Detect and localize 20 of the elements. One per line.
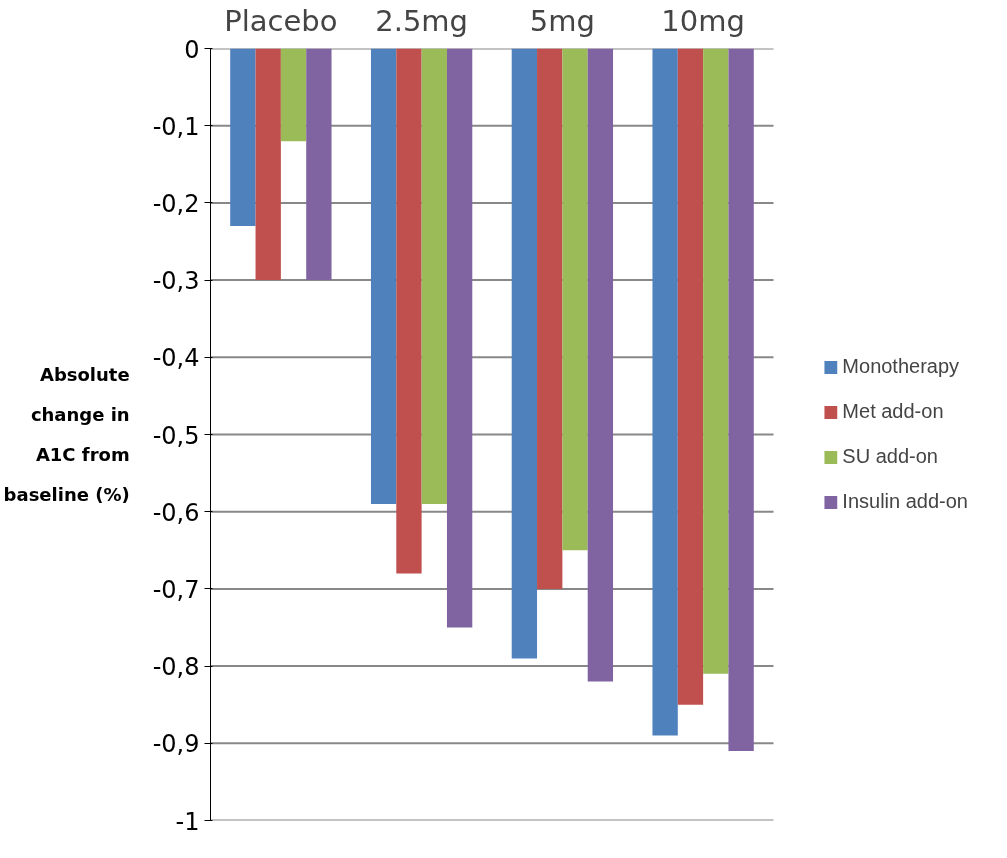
y-tick-label: -0,9 [152, 730, 200, 759]
x-tick-label: 10mg [661, 3, 745, 38]
y-tick-label: -0,7 [152, 575, 200, 604]
y-tick-label: -0,6 [152, 498, 200, 527]
x-tick-label: 5mg [529, 3, 595, 38]
y-axis-title: Absolute change in A1C from baseline (%) [3, 364, 130, 505]
y-tick-label: -0,3 [152, 267, 200, 296]
legend-label: SU add-on [842, 445, 938, 468]
x-tick-label: 2.5mg [375, 3, 469, 38]
y-tick-label: -0,2 [152, 189, 200, 218]
y-tick-label: -0,5 [152, 421, 200, 450]
y-tick-label: -1 [175, 807, 200, 836]
legend-label: Monotherapy [842, 355, 960, 378]
y-tick-label: -0,8 [152, 653, 200, 682]
legend-label: Met add-on [842, 400, 944, 423]
y-tick-label: 0 [184, 35, 200, 64]
legend-label: Insulin add-on [842, 490, 968, 513]
x-tick-label: Placebo [224, 3, 338, 38]
y-tick-label: -0,1 [152, 112, 200, 141]
y-tick-label: -0,4 [152, 344, 200, 373]
